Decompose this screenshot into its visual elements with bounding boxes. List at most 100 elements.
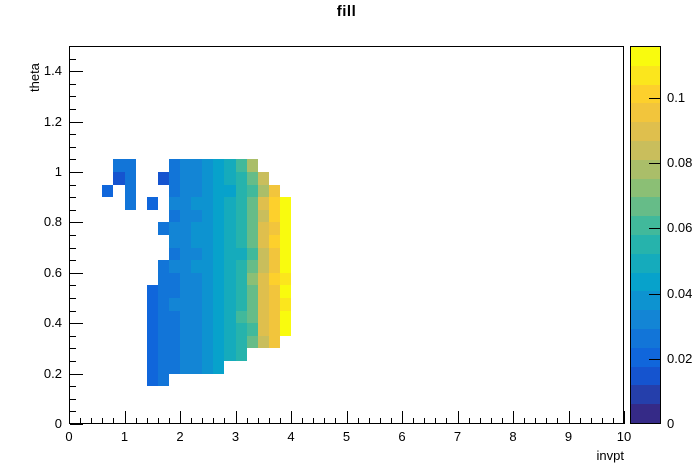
heatmap-cell [246, 209, 258, 223]
heatmap-cell [257, 323, 269, 336]
x-minor-tick [390, 418, 392, 424]
x-tick-label: 8 [509, 429, 517, 444]
heatmap-cell [213, 310, 225, 324]
heatmap-cell [168, 172, 181, 185]
color-scale-band [631, 404, 660, 424]
heatmap-cell [268, 323, 280, 336]
heatmap-cell [224, 184, 236, 198]
heatmap-cell [224, 323, 236, 336]
heatmap-cell [191, 310, 203, 324]
heatmap-cell [235, 159, 247, 173]
heatmap-cell [246, 260, 258, 273]
color-scale-band [631, 159, 660, 179]
heatmap-cell [202, 285, 214, 299]
heatmap-cell [191, 323, 203, 336]
color-scale-band [631, 253, 660, 273]
heatmap-cell [180, 298, 192, 311]
heatmap-cell [268, 197, 280, 210]
heatmap-cell [268, 222, 280, 236]
y-tick-label: 0.6 [43, 264, 62, 280]
heatmap-cell [224, 260, 236, 273]
heatmap-cell [168, 298, 181, 311]
x-major-tick [513, 411, 514, 424]
color-scale-bar [630, 46, 661, 424]
x-minor-tick [535, 418, 537, 424]
y-minor-tick [70, 298, 76, 299]
heatmap-cell [202, 184, 214, 198]
x-minor-tick [424, 418, 426, 424]
color-scale-band [631, 310, 660, 330]
x-tick-label: 2 [176, 429, 184, 444]
heatmap-cell [235, 285, 247, 299]
heatmap-cell [202, 361, 214, 374]
heatmap-cell [146, 335, 158, 349]
heatmap-cell [235, 335, 247, 349]
heatmap-cell [235, 209, 247, 223]
z-tick-label: 0.02 [667, 350, 693, 366]
heatmap-cell [268, 298, 280, 311]
y-tick-label: 0.8 [43, 214, 62, 230]
z-tick-label: 0 [667, 416, 675, 431]
y-minor-tick [70, 335, 76, 337]
heatmap-cell [279, 272, 292, 286]
z-tick-label: 0.06 [667, 220, 693, 236]
heatmap-cell [235, 222, 247, 236]
y-minor-tick [70, 285, 76, 287]
heatmap-cell [168, 348, 181, 362]
z-tick [649, 163, 661, 165]
heatmap-cell [279, 197, 292, 210]
heatmap-cell [191, 184, 203, 198]
x-minor-tick [335, 418, 337, 424]
x-minor-tick [168, 418, 170, 424]
heatmap-cell [124, 197, 136, 210]
heatmap-cell [180, 348, 192, 362]
heatmap-cell [268, 209, 280, 223]
y-major-tick [70, 424, 83, 425]
y-major-tick [70, 172, 83, 173]
x-major-tick [457, 411, 459, 424]
heatmap-cell [146, 348, 158, 362]
color-scale-band [631, 103, 660, 123]
color-scale-band [631, 65, 660, 85]
heatmap-cell [213, 222, 225, 236]
heatmap-cell [224, 197, 236, 210]
x-minor-tick [246, 418, 248, 424]
x-major-tick [402, 411, 403, 424]
heatmap-cell [268, 260, 280, 273]
x-major-tick [568, 411, 570, 424]
y-minor-tick [70, 146, 76, 148]
x-major-tick [235, 411, 237, 424]
heatmap-cell [213, 184, 225, 198]
heatmap-cell [213, 348, 225, 362]
heatmap-cell [157, 298, 169, 311]
heatmap-cell [246, 235, 258, 248]
heatmap-cell [224, 285, 236, 299]
x-major-tick [624, 411, 625, 424]
heatmap-cell [168, 310, 181, 324]
y-major-tick [70, 121, 83, 123]
x-minor-tick [191, 418, 193, 424]
y-minor-tick [70, 386, 76, 388]
x-tick-label: 0 [65, 429, 73, 444]
heatmap-cell [246, 335, 258, 349]
heatmap-cell [279, 260, 292, 273]
heatmap-cell [180, 222, 192, 236]
heatmap-cell [157, 335, 169, 349]
heatmap-cell [224, 172, 236, 185]
x-minor-tick [268, 418, 270, 424]
y-minor-tick [70, 247, 76, 249]
y-minor-tick [70, 348, 76, 350]
x-minor-tick [446, 418, 448, 424]
heatmap-cell [202, 222, 214, 236]
heatmap-cell [202, 209, 214, 223]
heatmap-cell [235, 260, 247, 273]
heatmap-cell [213, 209, 225, 223]
heatmap-cell [213, 361, 225, 374]
y-major-tick [70, 222, 83, 224]
x-tick-label: 7 [453, 429, 462, 444]
heatmap-cell [146, 285, 158, 299]
x-minor-tick [490, 418, 492, 424]
heatmap-cell [168, 272, 181, 286]
x-minor-tick [202, 418, 204, 424]
heatmap-cell [213, 285, 225, 299]
